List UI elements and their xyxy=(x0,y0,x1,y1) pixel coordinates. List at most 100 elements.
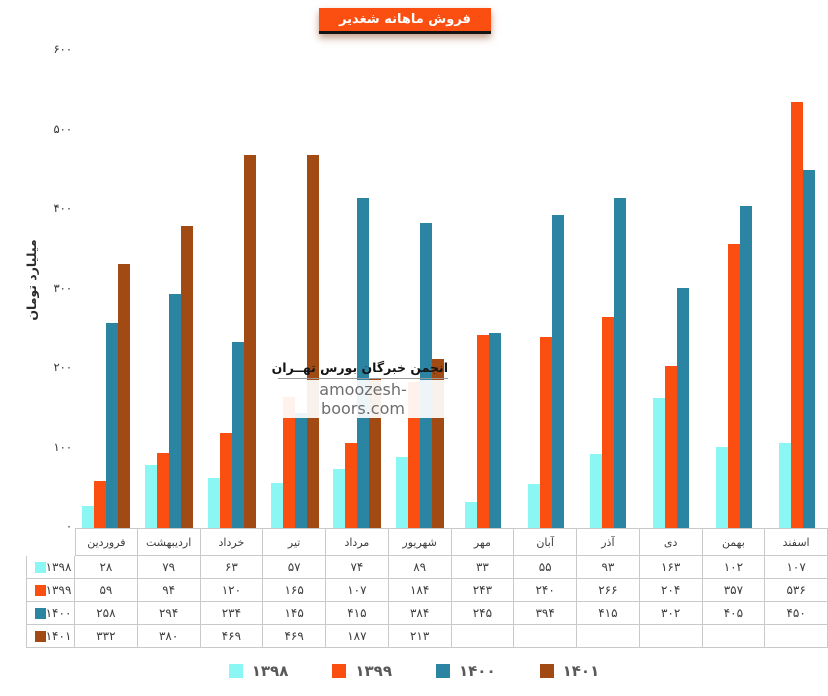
bar xyxy=(527,484,540,528)
table-value-cell: ۴۶۹ xyxy=(200,625,264,648)
chart-title-text: فروش ماهانه شغدیر xyxy=(339,12,471,27)
table-value-cell: ۲۳۴ xyxy=(200,602,264,625)
table-value-cell: ۲۱۳ xyxy=(388,625,452,648)
bar xyxy=(539,337,552,528)
legend-item: ۱۳۹۹ xyxy=(332,662,392,680)
legend-label: ۱۴۰۱ xyxy=(562,662,600,680)
y-axis-tick-label: ۱۰۰ xyxy=(53,439,72,454)
watermark: انجمن خبرگان بورس تهــران amoozesh-boors… xyxy=(272,360,448,418)
bar xyxy=(157,453,170,528)
bar xyxy=(420,222,433,528)
table-value-cell: ۱۶۳ xyxy=(639,556,703,579)
legend-swatch xyxy=(228,664,243,678)
bar-group xyxy=(703,50,766,528)
table-value-cell: ۱۶۵ xyxy=(263,579,326,602)
table-value-cell: ۷۹ xyxy=(137,556,201,579)
bar xyxy=(396,457,409,528)
legend-label: ۱۳۹۹ xyxy=(355,662,392,680)
bar xyxy=(181,225,194,528)
table-value-cell: ۴۵۰ xyxy=(765,602,828,625)
legend-swatch xyxy=(332,664,347,678)
table-year-label: ۱۳۹۸ xyxy=(26,556,75,579)
bar xyxy=(306,155,319,528)
table-value-cell: ۲۴۳ xyxy=(451,579,515,602)
table-value-cell xyxy=(639,625,703,648)
table-value-cell: ۱۴۵ xyxy=(263,602,326,625)
y-axis-tick-label: ۶۰۰ xyxy=(53,42,72,56)
table-value-cell: ۱۸۴ xyxy=(388,579,452,602)
table-value-cell: ۲۴۰ xyxy=(514,579,577,602)
bar xyxy=(614,198,627,528)
bar-group xyxy=(640,50,703,528)
table-month-header: دی xyxy=(639,528,703,556)
bar xyxy=(282,396,295,528)
bar xyxy=(118,264,131,528)
bar xyxy=(82,505,95,528)
bar-group xyxy=(326,50,389,528)
table-value-cell: ۹۴ xyxy=(137,579,201,602)
bar xyxy=(219,432,232,528)
bar xyxy=(231,342,244,528)
table-month-header: تیر xyxy=(263,528,326,556)
bar-group xyxy=(75,50,138,528)
bar-group xyxy=(138,50,201,528)
bar xyxy=(243,155,256,528)
table-value-cell: ۳۸۴ xyxy=(388,602,452,625)
table-corner-blank xyxy=(26,528,75,556)
bar xyxy=(665,365,678,528)
bar-group xyxy=(765,50,828,528)
table-month-header: آبان xyxy=(514,528,577,556)
table-year-label: ۱۴۰۰ xyxy=(26,602,75,625)
table-value-cell: ۴۱۵ xyxy=(577,602,640,625)
bar xyxy=(802,170,815,528)
legend-item: ۱۴۰۱ xyxy=(539,662,600,680)
table-value-cell: ۳۵۷ xyxy=(702,579,766,602)
table-month-header: شهریور xyxy=(388,528,452,556)
bar xyxy=(739,206,752,528)
table-value-cell: ۳۸۰ xyxy=(137,625,201,648)
bar xyxy=(677,287,690,528)
bar xyxy=(551,214,564,528)
table-value-cell: ۳۳ xyxy=(451,556,515,579)
y-axis-tick-label: ۳۰۰ xyxy=(53,280,72,295)
table-value-cell xyxy=(577,625,640,648)
legend-item: ۱۳۹۸ xyxy=(228,662,288,680)
table-value-cell: ۳۳۲ xyxy=(75,625,138,648)
watermark-divider xyxy=(278,378,448,379)
table-month-header: بهمن xyxy=(702,528,766,556)
bar xyxy=(790,101,803,528)
legend: ۱۳۹۸ ۱۳۹۹ ۱۴۰۰ ۱۴۰۱ xyxy=(0,662,828,680)
bar xyxy=(715,446,728,528)
table-value-cell xyxy=(702,625,766,648)
bar xyxy=(727,244,740,528)
bar xyxy=(94,481,107,528)
table-value-cell: ۲۵۸ xyxy=(75,602,138,625)
year-swatch xyxy=(34,630,46,642)
table-value-cell: ۲۶۶ xyxy=(577,579,640,602)
chart-title: فروش ماهانه شغدیر xyxy=(319,8,491,34)
bar-group xyxy=(389,50,452,528)
bar xyxy=(270,482,283,528)
bar xyxy=(169,294,182,528)
table-value-cell: ۱۰۷ xyxy=(326,579,389,602)
table-value-cell: ۱۲۰ xyxy=(200,579,264,602)
table-value-cell: ۱۸۷ xyxy=(326,625,389,648)
table-value-cell xyxy=(451,625,515,648)
bar xyxy=(333,469,346,528)
table-value-cell: ۵۳۶ xyxy=(765,579,828,602)
table-month-header: مرداد xyxy=(326,528,389,556)
bar xyxy=(590,454,603,528)
y-axis-tick-label: ۰ xyxy=(65,519,72,533)
legend-item: ۱۴۰۰ xyxy=(436,662,496,680)
bar xyxy=(653,398,666,528)
table-value-cell xyxy=(514,625,577,648)
table-value-cell: ۴۶۹ xyxy=(263,625,326,648)
bar xyxy=(294,412,307,528)
table-value-cell: ۶۳ xyxy=(200,556,264,579)
table-year-text: ۱۴۰۰ xyxy=(45,606,72,620)
table-value-cell xyxy=(765,625,828,648)
table-month-header: آذر xyxy=(577,528,640,556)
table-value-cell: ۲۹۴ xyxy=(137,602,201,625)
data-table: فروردین اردیبهشت خرداد تیر مرداد شهریور مهر آبا… xyxy=(26,528,828,648)
bar xyxy=(207,477,220,528)
